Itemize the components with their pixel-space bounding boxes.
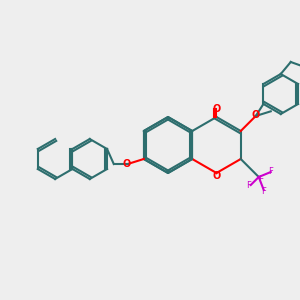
Text: O: O: [123, 159, 131, 169]
Text: O: O: [212, 104, 220, 114]
Text: O: O: [252, 110, 260, 120]
Text: F: F: [268, 167, 273, 176]
Text: F: F: [246, 181, 251, 190]
Text: F: F: [258, 176, 263, 184]
Text: O: O: [212, 171, 220, 181]
Text: F: F: [261, 187, 266, 196]
